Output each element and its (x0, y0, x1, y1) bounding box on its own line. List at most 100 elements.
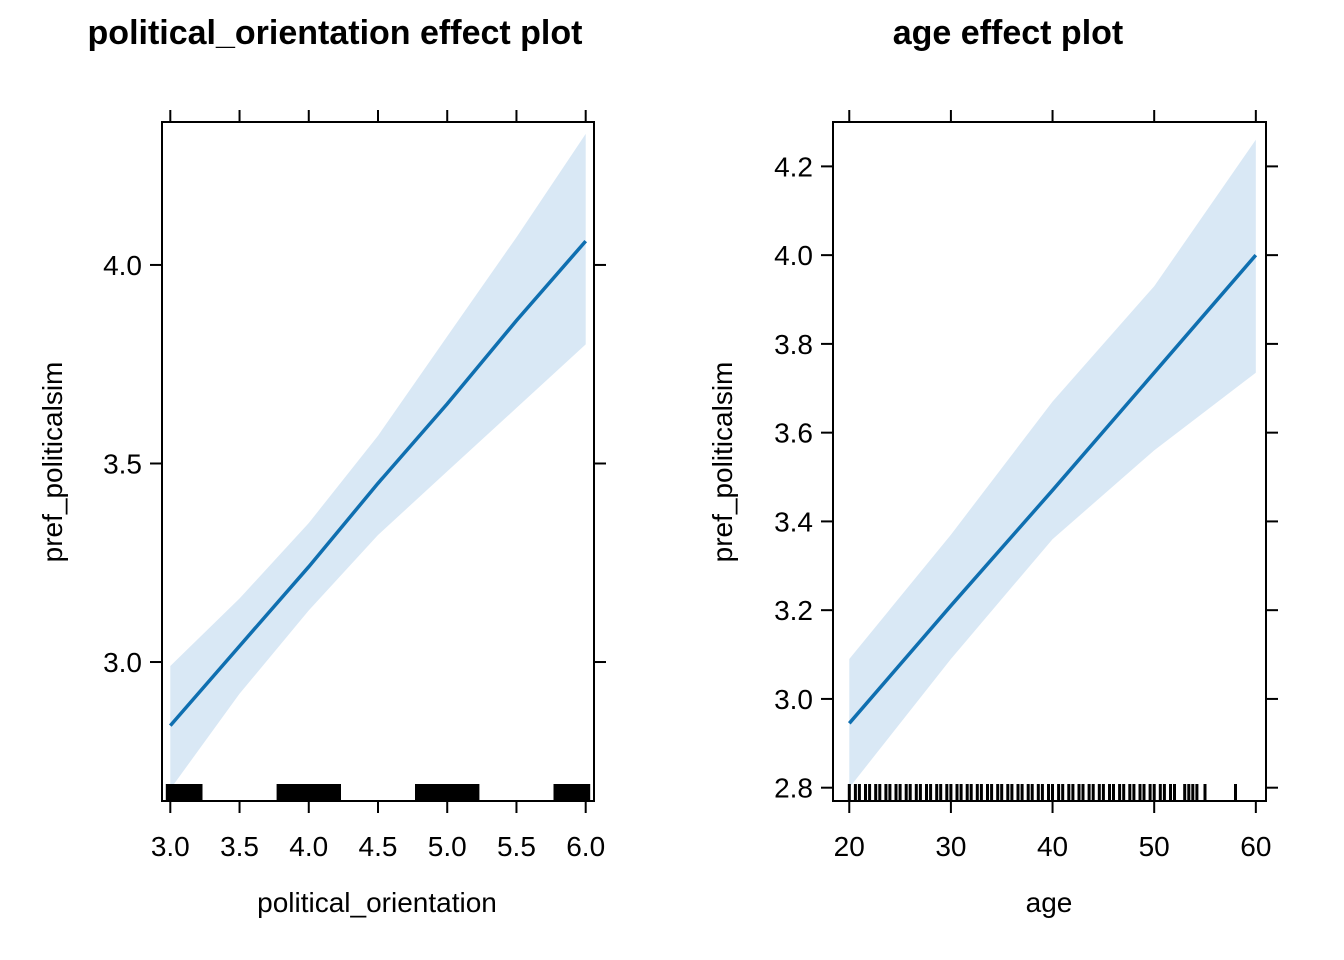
rug-mark (914, 784, 918, 801)
rug-mark (172, 784, 182, 801)
plot-area: 20 30 40 50 60 2.8 3.0 3.2 3.4 3.6 3.8 4.0 4.2 (774, 110, 1278, 862)
y-tick-label: 4.2 (774, 151, 813, 182)
rug-mark (179, 784, 189, 801)
rug-mark (1077, 784, 1081, 801)
rug-mark (1051, 784, 1054, 801)
y-tick-label: 3.0 (774, 684, 813, 715)
rug-mark (847, 784, 851, 801)
rug-mark (884, 784, 888, 801)
rug-mark (1187, 784, 1191, 801)
rug-mark (1030, 784, 1034, 801)
rug-mark (470, 784, 480, 801)
rug-mark (581, 784, 591, 801)
x-tick-label: 50 (1139, 831, 1170, 862)
rug-mark (186, 784, 196, 801)
plot-area: 3.0 3.5 4.0 4.5 5.0 5.5 6.0 3.0 3.5 4.0 (103, 110, 606, 862)
rug-mark (945, 784, 949, 801)
rug-mark (435, 784, 445, 801)
rug-mark (935, 784, 939, 801)
rug-mark (1142, 784, 1146, 801)
rug-mark (1020, 784, 1024, 801)
rug-mark (1148, 784, 1152, 801)
rug-mark (193, 784, 203, 801)
rug-mark (1112, 784, 1115, 801)
x-axis-label: age (1026, 887, 1073, 918)
rug-mark (878, 784, 882, 801)
rug-mark (939, 784, 943, 801)
y-axis-label: pref_politicalsim (37, 362, 68, 563)
rug-mark (1122, 784, 1126, 801)
rug-mark (1152, 784, 1156, 801)
rug-mark (1067, 784, 1071, 801)
rug-mark (304, 784, 314, 801)
rug-mark (904, 784, 908, 801)
plot-frame (832, 121, 1267, 802)
rug-mark (949, 784, 953, 801)
rug-mark (318, 784, 328, 801)
rug-mark (1118, 784, 1122, 801)
rug-mark (1108, 784, 1111, 801)
panel-title: age effect plot (893, 14, 1123, 52)
confidence-band (170, 133, 586, 790)
rug-mark (857, 784, 861, 801)
panel-title: political_orientation effect plot (88, 14, 583, 52)
rug-mark (1006, 784, 1010, 801)
x-tick-label: 5.5 (497, 831, 536, 862)
x-tick-label: 4.5 (359, 831, 398, 862)
x-tick-label: 5.0 (428, 831, 467, 862)
x-tick-label: 60 (1240, 831, 1271, 862)
y-axis-label: pref_politicalsim (707, 362, 738, 563)
rug-mark (955, 784, 959, 801)
rug-mark (965, 784, 969, 801)
age-panel: age effect plot 20 30 40 50 60 2.8 3.0 3.2 3.4 3.… (707, 14, 1278, 918)
rug-mark (898, 784, 902, 801)
rug-mark (990, 784, 994, 801)
rug-mark (979, 784, 983, 801)
rug-mark (332, 784, 341, 801)
rug-mark (874, 784, 878, 801)
x-axis-label: political_orientation (257, 887, 497, 918)
rug-mark (1087, 784, 1091, 801)
rug-mark (1234, 784, 1237, 801)
rug-mark (442, 784, 452, 801)
rug-mark (1169, 784, 1172, 801)
rug-mark (1173, 784, 1176, 801)
rug-mark (918, 784, 922, 801)
rug-mark (574, 784, 584, 801)
rug-mark (165, 784, 175, 801)
fit-line (847, 253, 1258, 725)
rug-mark (560, 784, 570, 801)
x-tick-label: 6.0 (566, 831, 605, 862)
rug-mark (1026, 784, 1030, 801)
y-tick-label: 3.2 (774, 595, 813, 626)
rug-mark (1016, 784, 1020, 801)
y-tick-label: 3.4 (774, 506, 813, 537)
rug-mark (1158, 784, 1162, 801)
rug-mark (428, 784, 438, 801)
y-tick-label: 3.0 (103, 647, 142, 678)
rug-mark (1183, 784, 1187, 801)
y-tick-label: 4.0 (103, 250, 142, 281)
rug-mark (1071, 784, 1075, 801)
rug-mark (1000, 784, 1004, 801)
x-tick-label: 3.5 (220, 831, 259, 862)
rug-mark (853, 784, 857, 801)
rug-mark (959, 784, 963, 801)
rug-mark (888, 784, 892, 801)
rug-mark (463, 784, 473, 801)
rug-mark (975, 784, 979, 801)
rug-mark (868, 784, 872, 801)
rug-mark (449, 784, 459, 801)
y-tick-label: 4.0 (774, 240, 813, 271)
rug-mark (894, 784, 898, 801)
rug-mark (1036, 784, 1040, 801)
rug-mark (1101, 784, 1105, 801)
rug-mark (415, 784, 424, 801)
rug-mark (969, 784, 973, 801)
rug-mark (1097, 784, 1101, 801)
rug-mark (553, 784, 563, 801)
x-tick-label: 40 (1037, 831, 1068, 862)
rug-mark (1091, 784, 1095, 801)
rug-mark (283, 784, 293, 801)
